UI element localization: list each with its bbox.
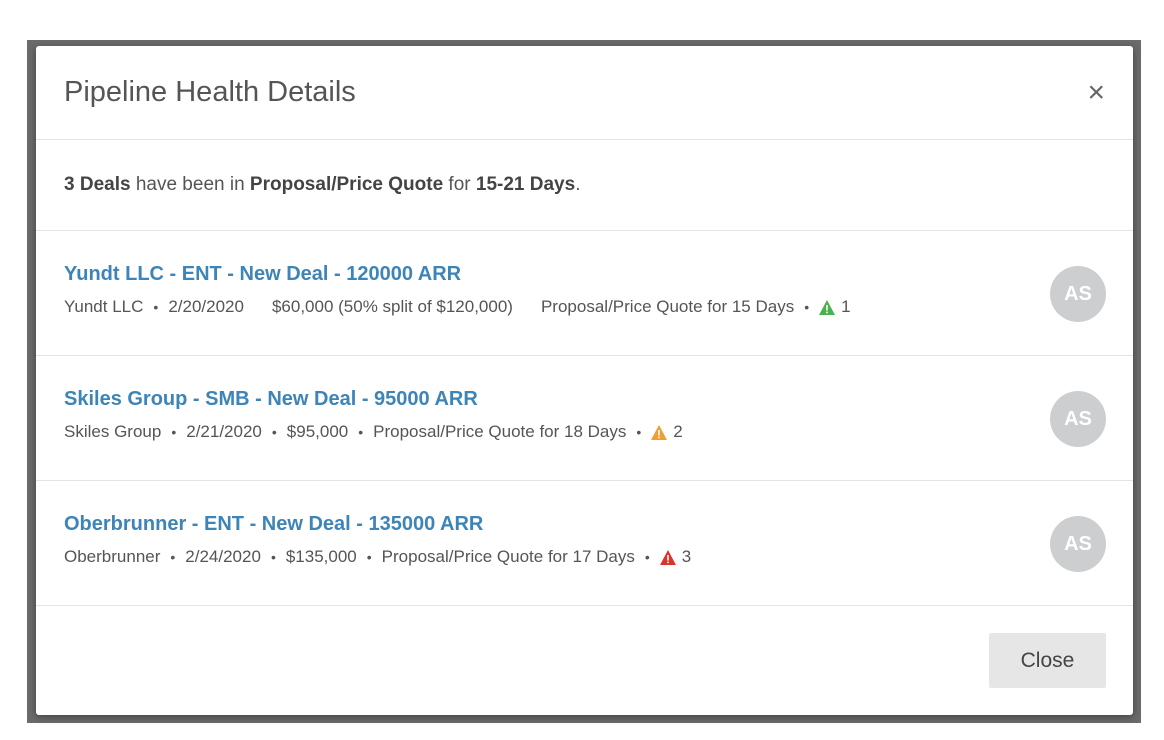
- summary-range: 15-21 Days: [475, 174, 576, 195]
- deal-amount: $135,000: [285, 547, 357, 566]
- warning-count: 3: [681, 547, 692, 566]
- separator-dot: •: [636, 424, 642, 440]
- deal-row: Oberbrunner - ENT - New Deal - 135000 AR…: [36, 481, 1133, 606]
- deal-list: Yundt LLC - ENT - New Deal - 120000 ARR …: [36, 231, 1133, 606]
- separator-dot: •: [170, 549, 176, 565]
- modal-title: Pipeline Health Details: [64, 76, 356, 108]
- deal-meta: Yundt LLC • 2/20/2020 $60,000 (50% split…: [64, 297, 1105, 317]
- separator-dot: •: [153, 299, 159, 315]
- deal-amount: $60,000 (50% split of $120,000): [271, 297, 513, 316]
- deal-stage-duration: Proposal/Price Quote for 15 Days: [540, 297, 795, 316]
- deal-amount: $95,000: [286, 422, 349, 441]
- deal-stage-duration: Proposal/Price Quote for 17 Days: [381, 547, 635, 566]
- deal-account: Oberbrunner: [64, 547, 161, 566]
- deal-meta: Oberbrunner • 2/24/2020 • $135,000 • Pro…: [64, 547, 1105, 567]
- separator-dot: •: [366, 549, 372, 565]
- warning-icon: [659, 549, 676, 565]
- modal-footer: Close: [36, 606, 1133, 714]
- separator-dot: •: [358, 424, 364, 440]
- summary-stage: Proposal/Price Quote: [249, 174, 444, 195]
- summary-text-1: have been in: [130, 174, 250, 195]
- summary-text-2: for: [443, 174, 476, 195]
- deal-date: 2/24/2020: [185, 547, 261, 566]
- avatar[interactable]: AS: [1050, 516, 1106, 572]
- deal-account: Skiles Group: [64, 422, 162, 441]
- deal-row: Skiles Group - SMB - New Deal - 95000 AR…: [36, 356, 1133, 481]
- deal-link[interactable]: Skiles Group - SMB - New Deal - 95000 AR…: [64, 388, 478, 410]
- deal-account: Yundt LLC: [64, 297, 144, 316]
- avatar[interactable]: AS: [1050, 266, 1106, 322]
- warning-icon: [651, 424, 668, 440]
- avatar[interactable]: AS: [1050, 391, 1106, 447]
- warning-icon: [819, 299, 836, 315]
- warning-count: 1: [841, 297, 851, 316]
- close-button[interactable]: Close: [989, 633, 1106, 688]
- separator-dot: •: [804, 299, 810, 315]
- summary-count: 3 Deals: [64, 174, 131, 195]
- deal-date: 2/21/2020: [186, 422, 262, 441]
- deal-stage-duration: Proposal/Price Quote for 18 Days: [373, 422, 627, 441]
- deal-row: Yundt LLC - ENT - New Deal - 120000 ARR …: [36, 231, 1133, 356]
- modal-header: Pipeline Health Details ×: [36, 46, 1133, 140]
- separator-dot: •: [270, 549, 276, 565]
- summary-text: 3 Deals have been in Proposal/Price Quot…: [36, 140, 1133, 231]
- deal-link[interactable]: Yundt LLC - ENT - New Deal - 120000 ARR: [64, 263, 462, 285]
- separator-dot: •: [271, 424, 277, 440]
- deal-meta: Skiles Group • 2/21/2020 • $95,000 • Pro…: [64, 422, 1105, 442]
- separator-dot: •: [171, 424, 177, 440]
- warning-count: 2: [673, 422, 683, 441]
- close-icon[interactable]: ×: [1087, 75, 1105, 109]
- separator-dot: •: [644, 549, 650, 565]
- deal-link[interactable]: Oberbrunner - ENT - New Deal - 135000 AR…: [64, 513, 484, 535]
- deal-date: 2/20/2020: [168, 297, 244, 316]
- pipeline-health-modal: Pipeline Health Details × 3 Deals have b…: [36, 46, 1133, 715]
- summary-text-3: .: [575, 174, 581, 195]
